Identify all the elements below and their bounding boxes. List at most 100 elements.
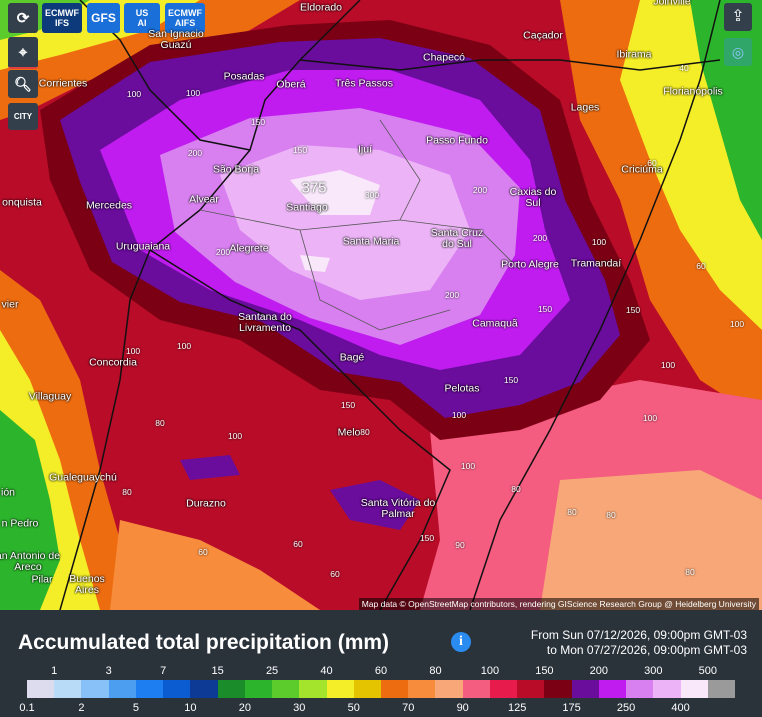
legend-swatch — [272, 680, 300, 698]
model-label: ECMWF — [45, 8, 79, 18]
share-button[interactable]: ⇪ — [724, 3, 752, 31]
contour-label: 60 — [647, 158, 657, 168]
city-label: Melo — [337, 426, 361, 439]
contour-label: 60 — [293, 539, 303, 549]
zoom-button[interactable]: 🔍︎ — [8, 70, 38, 98]
model-button[interactable]: ECMWF IFS — [42, 3, 82, 33]
contour-label: 100 — [729, 319, 745, 329]
legend-label: 30 — [293, 702, 306, 714]
model-label: US — [135, 8, 149, 18]
precip-field — [0, 0, 762, 610]
legend-swatch — [54, 680, 82, 698]
model-sublabel: AI — [137, 18, 147, 28]
city-label: Tramandaí — [570, 257, 622, 270]
location-button[interactable]: ⌖ — [8, 37, 38, 69]
legend-swatch — [489, 680, 518, 698]
city-label: an Antonio de Areco — [0, 550, 61, 573]
legend-label: 150 — [535, 665, 554, 677]
city-label: Ibirama — [616, 48, 652, 61]
contour-label: 80 — [567, 507, 577, 517]
city-label: Alegrete — [229, 242, 269, 255]
contour-label: 150 — [503, 375, 519, 385]
contour-label: 80 — [685, 567, 695, 577]
city-label: Uruguaiana — [115, 240, 171, 253]
legend-swatch — [571, 680, 600, 698]
legend-swatch — [680, 680, 709, 698]
city-label: Caçador — [523, 29, 563, 42]
city-label: San Ignacio Guazú — [148, 28, 204, 51]
contour-label: 200 — [532, 233, 548, 243]
model-sublabel: IFS — [54, 18, 69, 28]
city-label: Gualeguaychú — [49, 471, 117, 484]
legend-swatch — [353, 680, 382, 698]
contour-label: 90 — [455, 540, 465, 550]
legend-swatch — [299, 680, 328, 698]
contour-label: 80 — [122, 487, 132, 497]
contour-label: 100 — [176, 341, 192, 351]
contour-label: 100 — [185, 88, 201, 98]
legend-label: 3 — [105, 665, 112, 677]
legend-swatch — [326, 680, 355, 698]
contour-label: 60 — [330, 569, 340, 579]
contour-label: 150 — [250, 117, 266, 127]
legend-swatch — [81, 680, 110, 698]
refresh-button[interactable]: ⟳ — [8, 3, 38, 33]
legend-label: 10 — [184, 702, 197, 714]
contour-label: 200 — [444, 290, 460, 300]
contour-label: 80 — [360, 427, 370, 437]
legend-swatch — [408, 680, 436, 698]
focus-button[interactable]: ◎ — [724, 38, 752, 66]
peak-label: 375 — [301, 179, 327, 197]
contour-label: 200 — [215, 247, 231, 257]
city-label: Corrientes — [38, 77, 88, 90]
city-label: Caxias do Sul — [509, 186, 557, 209]
legend-label: 175 — [562, 702, 581, 714]
city-label: Três Passos — [335, 77, 393, 90]
city-label: Durazno — [186, 497, 226, 510]
legend-swatch — [653, 680, 682, 698]
city-label: Oberá — [276, 78, 306, 91]
city-label: São Borja — [212, 163, 260, 176]
contour-label: 100 — [642, 413, 658, 423]
city-label: Santa Cruz do Sul — [430, 227, 484, 250]
legend-swatch — [217, 680, 246, 698]
contour-label: 100 — [126, 89, 142, 99]
city-label: Passo Fundo — [426, 134, 488, 147]
legend-label: 400 — [671, 702, 690, 714]
legend-swatch — [381, 680, 409, 698]
title: Accumulated total precipitation (mm) — [18, 631, 390, 654]
legend-swatch — [435, 680, 464, 698]
city-label: Eldorado — [299, 1, 343, 14]
contour-label: 100 — [125, 346, 141, 356]
city-label: onquista — [2, 196, 42, 209]
legend-label: 500 — [698, 665, 717, 677]
model-button[interactable]: ECMWF AIFS — [165, 3, 205, 33]
legend-swatch — [462, 680, 491, 698]
city-label: Buenos Aires — [69, 573, 105, 596]
model-button[interactable]: US AI — [124, 3, 160, 33]
model-button[interactable]: GFS — [87, 3, 120, 33]
legend-label: 100 — [480, 665, 500, 677]
legend-swatch — [626, 680, 654, 698]
contour-label: 80 — [606, 510, 616, 520]
legend-swatch — [190, 680, 219, 698]
contour-label: 300 — [364, 190, 380, 200]
legend-swatch — [108, 680, 137, 698]
city-label: Santa Maria — [342, 235, 400, 248]
legend-swatch — [163, 680, 191, 698]
city-label: Ijuí — [357, 143, 372, 156]
legend-swatch — [27, 680, 55, 698]
date-from: From Sun 07/12/2026, 09:00pm GMT-03 — [530, 628, 747, 642]
info-button[interactable]: i — [451, 632, 471, 652]
legend-label: 25 — [265, 665, 279, 677]
map[interactable]: ⟳ ⌖ 🔍︎ CITY ECMWF IFS GFS US AI ECMWF AIFS ⇪ ◎… — [0, 0, 762, 610]
contour-label: 150 — [537, 304, 553, 314]
legend-label: 20 — [238, 702, 251, 714]
contour-label: 200 — [187, 148, 203, 158]
contour-label: 100 — [451, 410, 467, 420]
legend-label: 60 — [374, 665, 388, 677]
legend-swatch — [244, 680, 273, 698]
city-label: Bagé — [339, 351, 365, 364]
city-button[interactable]: CITY — [8, 103, 38, 130]
